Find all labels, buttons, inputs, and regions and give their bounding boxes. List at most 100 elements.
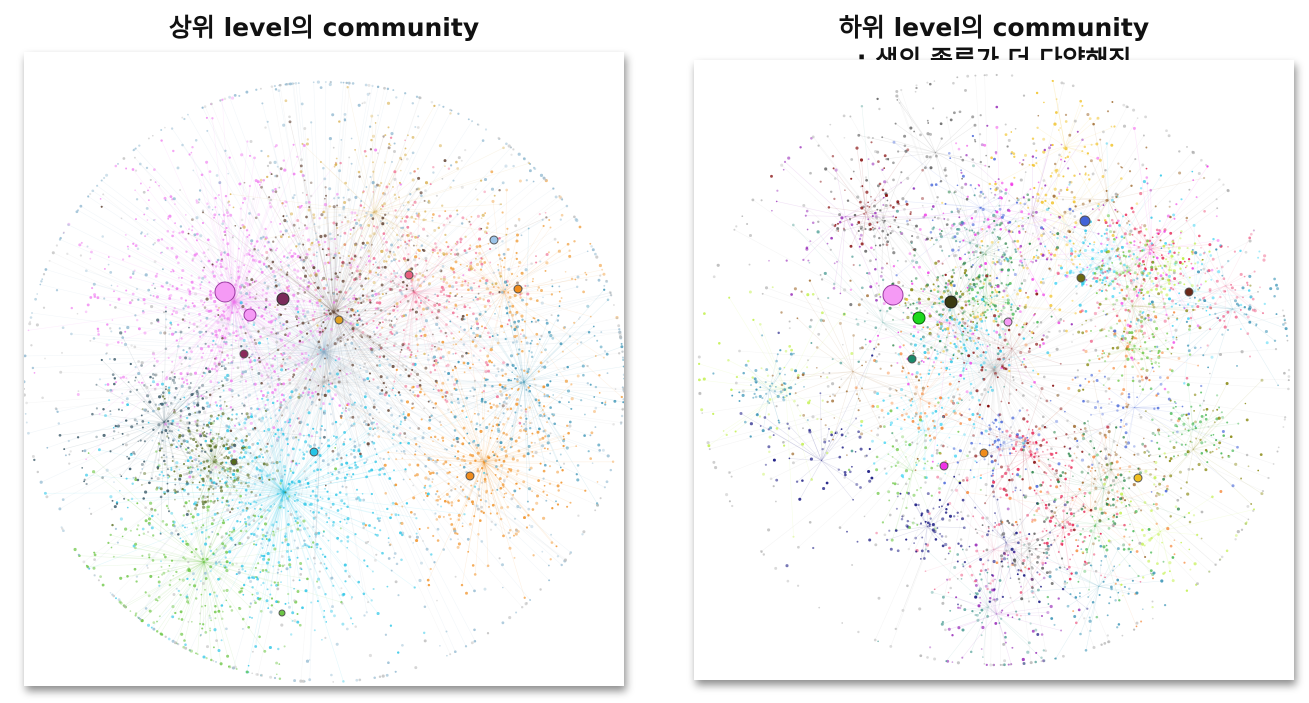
edge — [479, 246, 505, 293]
node — [598, 374, 601, 377]
node — [377, 336, 380, 339]
edge — [197, 491, 285, 515]
node — [513, 334, 517, 339]
node — [463, 371, 466, 374]
node — [226, 214, 230, 218]
node — [365, 263, 368, 266]
node — [471, 500, 474, 504]
node — [399, 301, 402, 303]
node — [85, 482, 88, 486]
node — [444, 331, 447, 335]
node — [367, 423, 370, 427]
edge — [135, 561, 205, 614]
node — [540, 289, 543, 292]
edge — [283, 442, 365, 493]
node — [385, 240, 388, 244]
edge — [121, 421, 165, 477]
node — [169, 195, 173, 198]
node — [486, 363, 489, 367]
node — [366, 442, 370, 446]
node — [267, 320, 271, 324]
node — [177, 589, 180, 593]
node — [245, 229, 249, 232]
edge — [151, 322, 325, 383]
node — [439, 290, 443, 294]
node — [187, 305, 190, 309]
node — [292, 369, 296, 372]
node — [251, 586, 254, 589]
edge — [213, 438, 237, 463]
edge — [283, 491, 292, 552]
node — [239, 301, 243, 305]
edge — [323, 381, 479, 510]
node — [345, 461, 349, 465]
edge — [190, 373, 325, 383]
node — [309, 282, 313, 286]
node — [196, 392, 200, 396]
node — [491, 384, 494, 388]
node — [541, 409, 544, 411]
edge — [457, 380, 525, 383]
node — [327, 379, 330, 382]
node — [140, 364, 143, 367]
node — [468, 247, 472, 250]
node — [487, 410, 490, 413]
node — [205, 391, 208, 393]
node — [447, 482, 450, 485]
node — [475, 320, 478, 323]
node — [500, 324, 504, 328]
node — [319, 234, 323, 239]
node — [480, 325, 484, 328]
node — [253, 245, 256, 248]
edge — [323, 351, 514, 458]
edge — [323, 181, 534, 353]
edge — [94, 296, 235, 303]
edge — [285, 351, 325, 402]
node — [179, 415, 182, 418]
node — [213, 367, 217, 371]
node — [193, 507, 198, 511]
node — [172, 310, 175, 313]
node — [349, 438, 352, 441]
node — [275, 144, 278, 147]
edge — [59, 351, 325, 510]
node — [419, 301, 423, 305]
node — [515, 402, 519, 406]
node — [454, 352, 457, 355]
node — [254, 566, 257, 569]
node — [284, 602, 287, 605]
edge — [233, 228, 308, 303]
node — [191, 515, 195, 519]
node — [179, 419, 182, 422]
node — [137, 440, 140, 443]
edge — [283, 491, 332, 612]
edge — [283, 491, 327, 569]
edge — [323, 287, 413, 353]
node — [217, 314, 220, 316]
edge — [92, 190, 325, 353]
node — [353, 294, 356, 297]
node — [184, 356, 188, 360]
edge — [266, 491, 285, 572]
node — [232, 234, 234, 237]
node — [256, 577, 259, 581]
node — [266, 337, 269, 340]
node — [226, 305, 230, 309]
node — [344, 569, 347, 573]
edge — [503, 291, 605, 358]
node — [203, 266, 205, 269]
node — [266, 509, 269, 512]
node — [401, 235, 404, 238]
node — [308, 369, 312, 373]
edge — [203, 561, 259, 564]
node — [148, 400, 152, 404]
node — [223, 376, 227, 380]
node — [427, 426, 431, 430]
node — [215, 548, 218, 551]
node — [561, 350, 564, 353]
edge — [213, 461, 235, 487]
node — [219, 445, 221, 448]
node — [240, 439, 244, 443]
node — [185, 351, 188, 354]
node — [214, 329, 218, 334]
